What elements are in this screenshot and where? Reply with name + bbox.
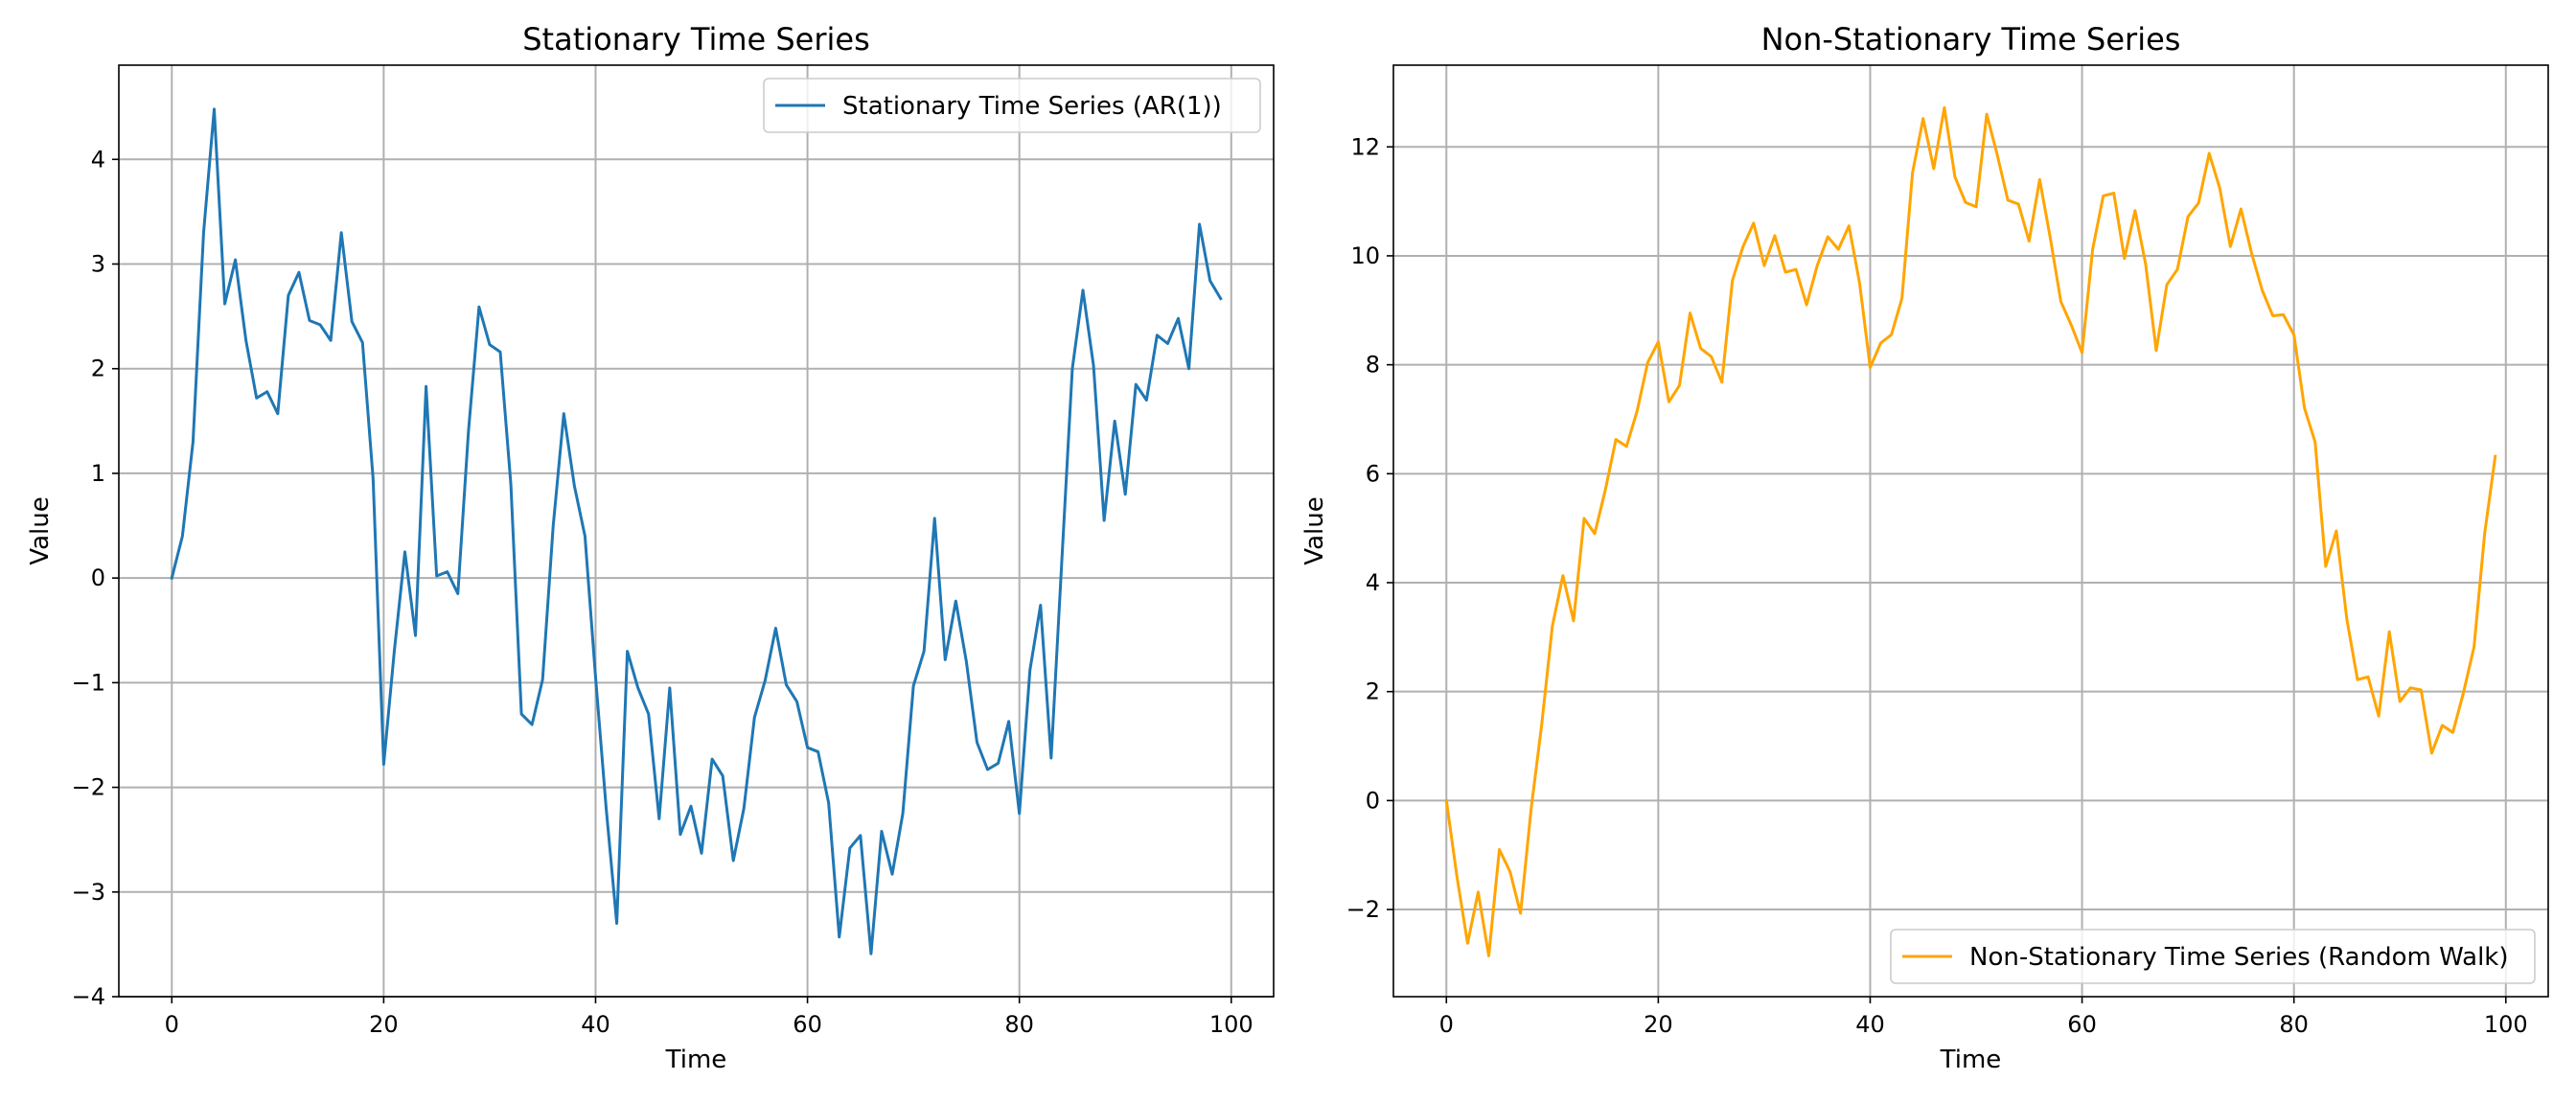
x-axis-label: Time [665, 1046, 727, 1074]
y-tick-label: 2 [91, 356, 105, 382]
series-line-0 [1444, 105, 2497, 957]
stationary-chart: 0 20 40 60 80 100 −4 −3 −2 −1 0 1 2 3 4 Stationary Time… [26, 21, 1275, 1074]
y-tick-label: 2 [1366, 678, 1380, 705]
grid [1393, 65, 2548, 997]
y-tick-label: 8 [1366, 352, 1380, 379]
chart-title: Non-Stationary Time Series [1761, 21, 2181, 58]
legend-box [763, 78, 1261, 133]
y-tick-label: −1 [72, 669, 105, 696]
y-tick-label: 12 [1350, 133, 1380, 160]
x-tick-label: 0 [1439, 1011, 1454, 1038]
legend-box [1890, 929, 2536, 984]
legend: Stationary Time Series (AR(1)) [763, 78, 1261, 133]
x-tick-label: 80 [1004, 1011, 1034, 1038]
y-tick-label: −2 [1346, 896, 1380, 923]
y-axis-label: Value [1300, 496, 1329, 564]
legend: Non-Stationary Time Series (Random Walk) [1890, 929, 2536, 984]
y-tick-label: 0 [91, 564, 105, 591]
x-tick-label: 100 [1209, 1011, 1254, 1038]
plot-frame [118, 64, 1275, 998]
grid [119, 65, 1274, 998]
y-tick-label: −3 [72, 879, 105, 906]
legend-label: Stationary Time Series (AR(1)) [842, 92, 1222, 121]
y-tick-label: 0 [1366, 787, 1380, 814]
x-axis-label: Time [1940, 1046, 2002, 1074]
x-tick-label: 100 [2484, 1011, 2528, 1038]
y-tick-label: −4 [72, 983, 105, 1010]
y-tick-label: −2 [72, 774, 105, 801]
non-stationary-chart: 0 20 40 60 80 100 −2 0 2 4 6 8 10 12 Non-Stationary Ti… [1300, 21, 2549, 1074]
legend-label: Non-Stationary Time Series (Random Walk) [1969, 943, 2509, 972]
x-tick-label: 0 [165, 1011, 179, 1038]
x-tick-label: 60 [793, 1011, 822, 1038]
y-tick-label: 3 [91, 251, 105, 278]
plot-frame [1392, 64, 2549, 998]
x-tick-label: 20 [369, 1011, 399, 1038]
y-tick-label: 1 [91, 460, 105, 487]
x-tick-label: 40 [1855, 1011, 1885, 1038]
y-tick-label: 10 [1350, 242, 1380, 269]
x-tick-label: 40 [581, 1011, 610, 1038]
y-tick-label: 4 [91, 146, 105, 172]
x-tick-label: 20 [1644, 1011, 1673, 1038]
x-tick-label: 60 [2067, 1011, 2097, 1038]
y-axis-label: Value [26, 496, 55, 564]
series-line-0 [170, 107, 1223, 955]
y-tick-label: 4 [1366, 569, 1380, 596]
x-tick-label: 80 [2279, 1011, 2309, 1038]
chart-title: Stationary Time Series [522, 21, 870, 58]
y-tick-label: 6 [1366, 460, 1380, 487]
